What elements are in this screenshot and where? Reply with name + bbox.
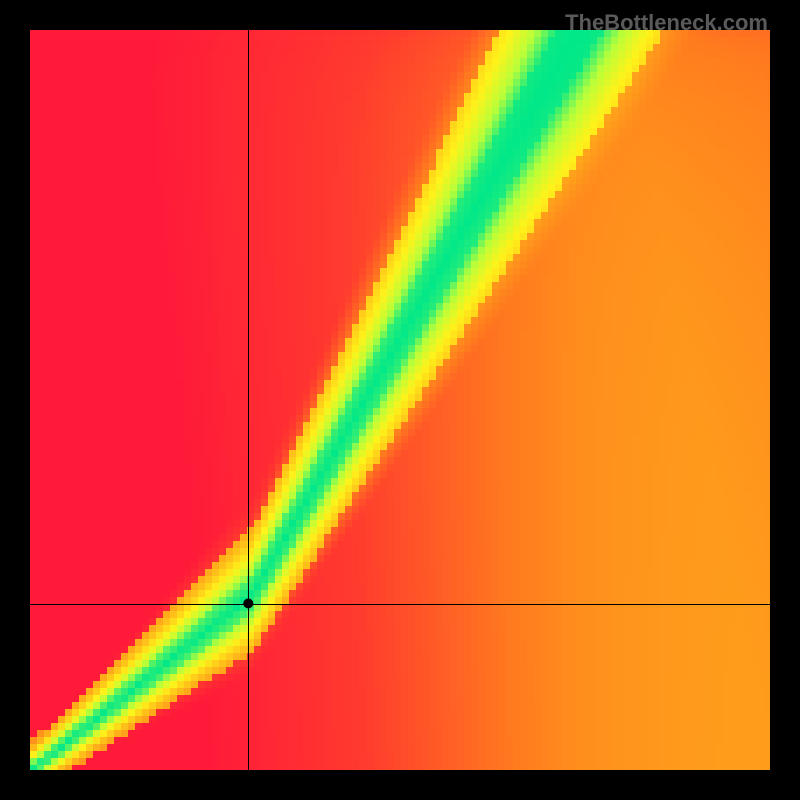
watermark-text: TheBottleneck.com xyxy=(565,10,768,36)
crosshair-overlay xyxy=(0,0,800,800)
chart-container: TheBottleneck.com xyxy=(0,0,800,800)
